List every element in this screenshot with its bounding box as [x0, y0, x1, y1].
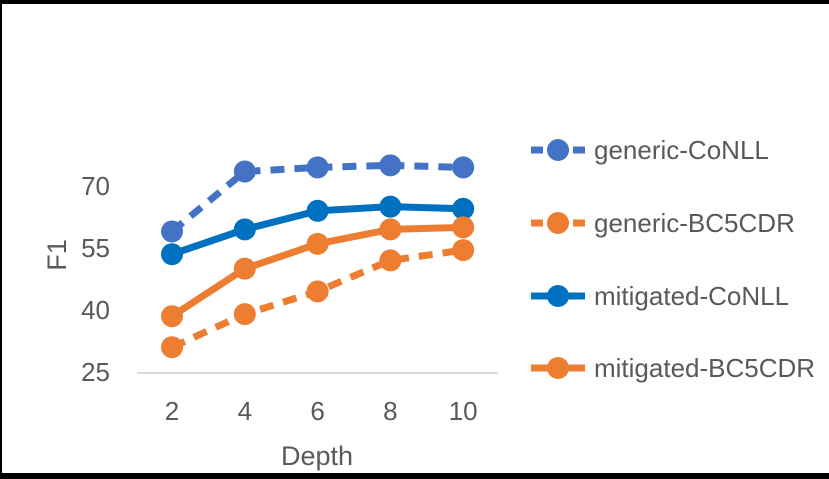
y-tick-40: 40 — [81, 295, 110, 325]
legend-item-generic-conll: generic-CoNLL — [529, 133, 769, 167]
series-line-generic-conll — [169, 161, 464, 235]
legend-label-generic-conll: generic-CoNLL — [594, 134, 769, 165]
marker-mitigated-bc5cdr-x10 — [452, 216, 475, 239]
y-tick-70: 70 — [81, 171, 110, 201]
x-tick-2: 2 — [164, 396, 180, 426]
marker-generic-conll-x6 — [306, 156, 329, 179]
legend-marker-generic-bc5cdr-icon — [531, 212, 585, 234]
bottom-border — [0, 473, 829, 479]
marker-generic-bc5cdr-x8 — [379, 249, 402, 272]
y-tick-25: 25 — [81, 357, 110, 387]
legend-marker-mitigated-bc5cdr-icon — [531, 357, 585, 379]
marker-mitigated-conll-x8 — [379, 195, 402, 218]
marker-mitigated-bc5cdr-x4 — [233, 257, 256, 280]
y-tick-55: 55 — [81, 233, 110, 263]
legend-item-generic-bc5cdr: generic-BC5CDR — [529, 206, 795, 240]
marker-mitigated-bc5cdr-x6 — [306, 232, 329, 255]
x-tick-4: 4 — [237, 396, 253, 426]
top-border — [0, 0, 829, 4]
left-border — [0, 0, 2, 479]
legend-marker-mitigated-conll-icon — [531, 285, 585, 307]
marker-generic-bc5cdr-x2 — [161, 336, 183, 359]
x-tick-8: 8 — [383, 396, 398, 426]
marker-generic-bc5cdr-x10 — [452, 239, 475, 262]
marker-mitigated-conll-x10 — [452, 197, 475, 220]
marker-generic-bc5cdr-x4 — [233, 303, 256, 326]
legend-label-mitigated-bc5cdr: mitigated-BC5CDR — [594, 352, 816, 383]
marker-mitigated-bc5cdr-x2 — [161, 305, 183, 328]
marker-mitigated-bc5cdr-x8 — [379, 218, 402, 241]
legend-item-mitigated-conll: mitigated-CoNLL — [529, 279, 789, 313]
x-tick-6: 6 — [310, 396, 325, 426]
marker-generic-bc5cdr-x6 — [306, 280, 329, 303]
marker-mitigated-conll-x4 — [233, 218, 256, 241]
legend-marker-generic-conll-icon — [531, 139, 585, 161]
legend-label-mitigated-conll: mitigated-CoNLL — [594, 280, 790, 311]
marker-mitigated-conll-x2 — [161, 243, 183, 266]
x-axis-title: Depth — [280, 441, 354, 471]
marker-mitigated-conll-x6 — [306, 199, 329, 222]
marker-generic-conll-x4 — [233, 160, 256, 183]
marker-generic-conll-x2 — [161, 220, 183, 243]
legend-label-generic-bc5cdr: generic-BC5CDR — [594, 207, 795, 238]
x-tick-10: 10 — [448, 396, 478, 426]
legend-item-mitigated-bc5cdr: mitigated-BC5CDR — [529, 351, 815, 385]
marker-generic-conll-x8 — [379, 154, 402, 177]
marker-generic-conll-x10 — [452, 156, 475, 179]
